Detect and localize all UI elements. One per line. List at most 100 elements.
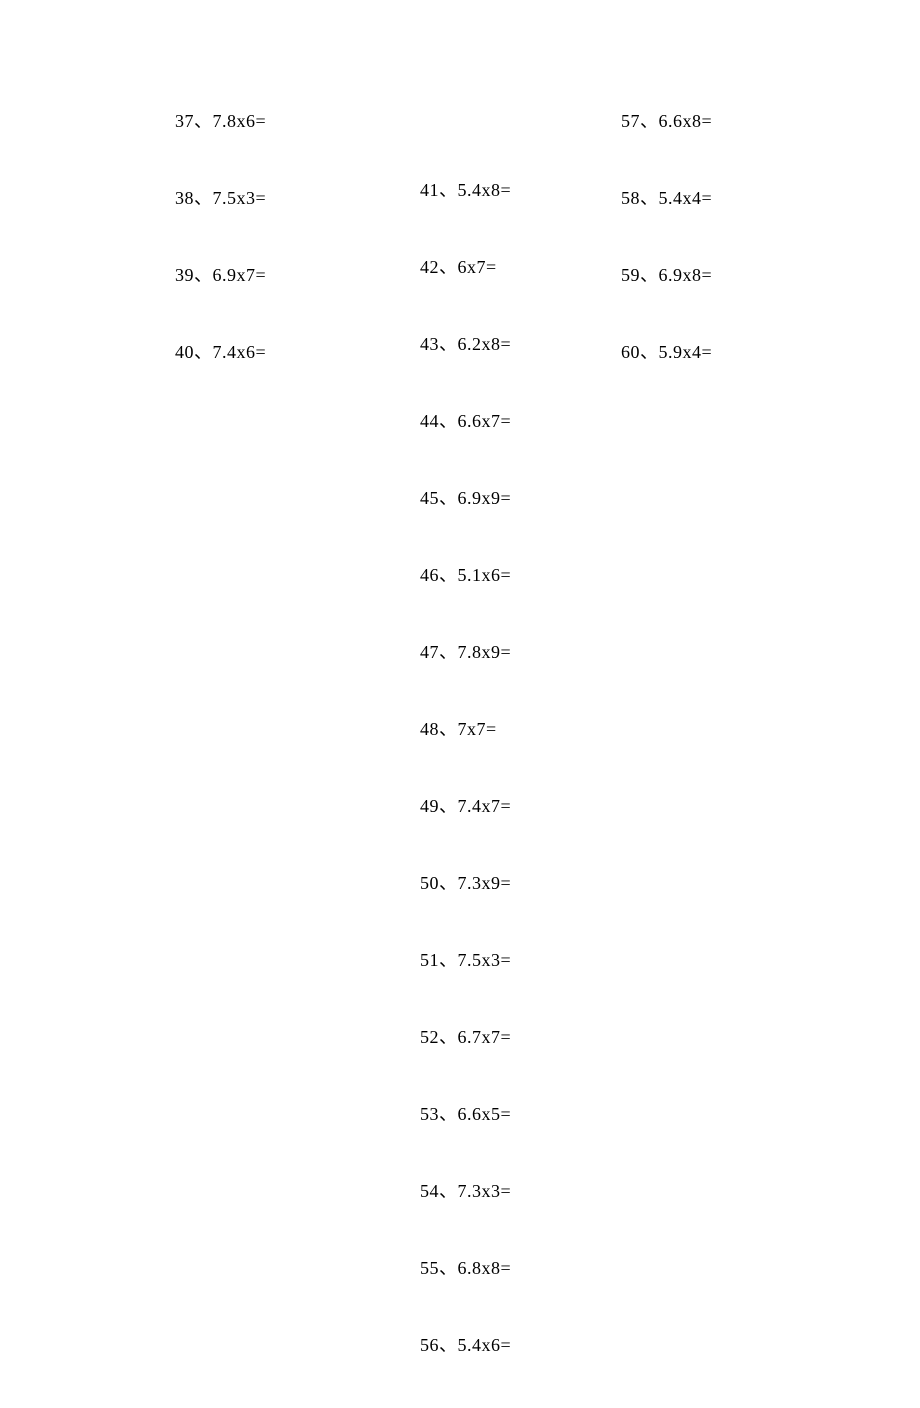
problem-item: 50、7.3x9= xyxy=(420,869,511,895)
problem-expression: 6.7x7= xyxy=(458,1027,512,1047)
problem-item: 59、6.9x8= xyxy=(621,261,712,287)
separator: 、 xyxy=(194,111,213,131)
problem-expression: 7.3x9= xyxy=(458,873,512,893)
problem-item: 55、6.8x8= xyxy=(420,1254,511,1280)
problem-number: 57 xyxy=(621,111,640,131)
column-1: 37、7.8x6= 38、7.5x3= 39、6.9x7= 40、7.4x6= xyxy=(175,107,266,415)
problem-number: 47 xyxy=(420,642,439,662)
separator: 、 xyxy=(439,642,458,662)
problem-expression: 7.8x9= xyxy=(458,642,512,662)
problem-number: 44 xyxy=(420,411,439,431)
problem-expression: 6x7= xyxy=(458,257,497,277)
problem-item: 43、6.2x8= xyxy=(420,330,511,356)
problem-item: 54、7.3x3= xyxy=(420,1177,511,1203)
problem-number: 39 xyxy=(175,265,194,285)
problem-item: 51、7.5x3= xyxy=(420,946,511,972)
problem-item: 57、6.6x8= xyxy=(621,107,712,133)
separator: 、 xyxy=(439,488,458,508)
column-3: 57、6.6x8= 58、5.4x4= 59、6.9x8= 60、5.9x4= xyxy=(621,107,712,415)
problem-number: 45 xyxy=(420,488,439,508)
problem-expression: 5.4x8= xyxy=(458,180,512,200)
separator: 、 xyxy=(439,565,458,585)
problem-item: 39、6.9x7= xyxy=(175,261,266,287)
problem-number: 58 xyxy=(621,188,640,208)
problem-item: 44、6.6x7= xyxy=(420,407,511,433)
separator: 、 xyxy=(439,873,458,893)
problem-number: 59 xyxy=(621,265,640,285)
problem-number: 37 xyxy=(175,111,194,131)
problem-number: 46 xyxy=(420,565,439,585)
problem-item: 56、5.4x6= xyxy=(420,1331,511,1357)
separator: 、 xyxy=(439,1335,458,1355)
problem-item: 37、7.8x6= xyxy=(175,107,266,133)
separator: 、 xyxy=(439,411,458,431)
problem-item: 46、5.1x6= xyxy=(420,561,511,587)
separator: 、 xyxy=(439,1104,458,1124)
problem-expression: 6.9x7= xyxy=(213,265,267,285)
separator: 、 xyxy=(439,1181,458,1201)
problem-expression: 7.3x3= xyxy=(458,1181,512,1201)
separator: 、 xyxy=(439,1027,458,1047)
problem-expression: 7.5x3= xyxy=(458,950,512,970)
separator: 、 xyxy=(640,111,659,131)
problem-item: 48、7x7= xyxy=(420,715,511,741)
separator: 、 xyxy=(439,719,458,739)
problem-number: 43 xyxy=(420,334,439,354)
separator: 、 xyxy=(439,180,458,200)
problem-number: 40 xyxy=(175,342,194,362)
separator: 、 xyxy=(194,188,213,208)
separator: 、 xyxy=(640,342,659,362)
worksheet-page: 37、7.8x6= 38、7.5x3= 39、6.9x7= 40、7.4x6= … xyxy=(0,0,920,1302)
problem-item: 47、7.8x9= xyxy=(420,638,511,664)
problem-number: 38 xyxy=(175,188,194,208)
problem-expression: 6.6x7= xyxy=(458,411,512,431)
problem-number: 60 xyxy=(621,342,640,362)
problem-expression: 7x7= xyxy=(458,719,497,739)
problem-number: 48 xyxy=(420,719,439,739)
separator: 、 xyxy=(439,950,458,970)
problem-expression: 7.8x6= xyxy=(213,111,267,131)
problem-expression: 6.8x8= xyxy=(458,1258,512,1278)
problem-expression: 6.9x8= xyxy=(659,265,713,285)
problem-expression: 6.6x5= xyxy=(458,1104,512,1124)
separator: 、 xyxy=(194,265,213,285)
problem-expression: 7.4x7= xyxy=(458,796,512,816)
separator: 、 xyxy=(194,342,213,362)
problem-expression: 5.9x4= xyxy=(659,342,713,362)
problem-number: 55 xyxy=(420,1258,439,1278)
separator: 、 xyxy=(439,1258,458,1278)
problem-expression: 7.4x6= xyxy=(213,342,267,362)
problem-expression: 7.5x3= xyxy=(213,188,267,208)
problem-item: 40、7.4x6= xyxy=(175,338,266,364)
problem-expression: 6.6x8= xyxy=(659,111,713,131)
separator: 、 xyxy=(439,257,458,277)
problem-item: 52、6.7x7= xyxy=(420,1023,511,1049)
problem-item: 45、6.9x9= xyxy=(420,484,511,510)
problem-number: 53 xyxy=(420,1104,439,1124)
separator: 、 xyxy=(640,188,659,208)
problem-item: 41、5.4x8= xyxy=(420,176,511,202)
problem-number: 51 xyxy=(420,950,439,970)
problem-item: 49、7.4x7= xyxy=(420,792,511,818)
separator: 、 xyxy=(439,796,458,816)
problem-number: 56 xyxy=(420,1335,439,1355)
separator: 、 xyxy=(640,265,659,285)
problem-expression: 6.2x8= xyxy=(458,334,512,354)
separator: 、 xyxy=(439,334,458,354)
problem-number: 50 xyxy=(420,873,439,893)
problem-item: 60、5.9x4= xyxy=(621,338,712,364)
problem-number: 49 xyxy=(420,796,439,816)
problem-item: 58、5.4x4= xyxy=(621,184,712,210)
problem-expression: 5.1x6= xyxy=(458,565,512,585)
problem-item: 42、6x7= xyxy=(420,253,511,279)
problem-number: 41 xyxy=(420,180,439,200)
problem-item: 38、7.5x3= xyxy=(175,184,266,210)
problem-number: 42 xyxy=(420,257,439,277)
problem-expression: 5.4x6= xyxy=(458,1335,512,1355)
problem-expression: 6.9x9= xyxy=(458,488,512,508)
problem-item: 53、6.6x5= xyxy=(420,1100,511,1126)
problem-number: 52 xyxy=(420,1027,439,1047)
problem-number: 54 xyxy=(420,1181,439,1201)
problem-expression: 5.4x4= xyxy=(659,188,713,208)
column-2: 41、5.4x8= 42、6x7= 43、6.2x8= 44、6.6x7= 45… xyxy=(420,176,511,1408)
